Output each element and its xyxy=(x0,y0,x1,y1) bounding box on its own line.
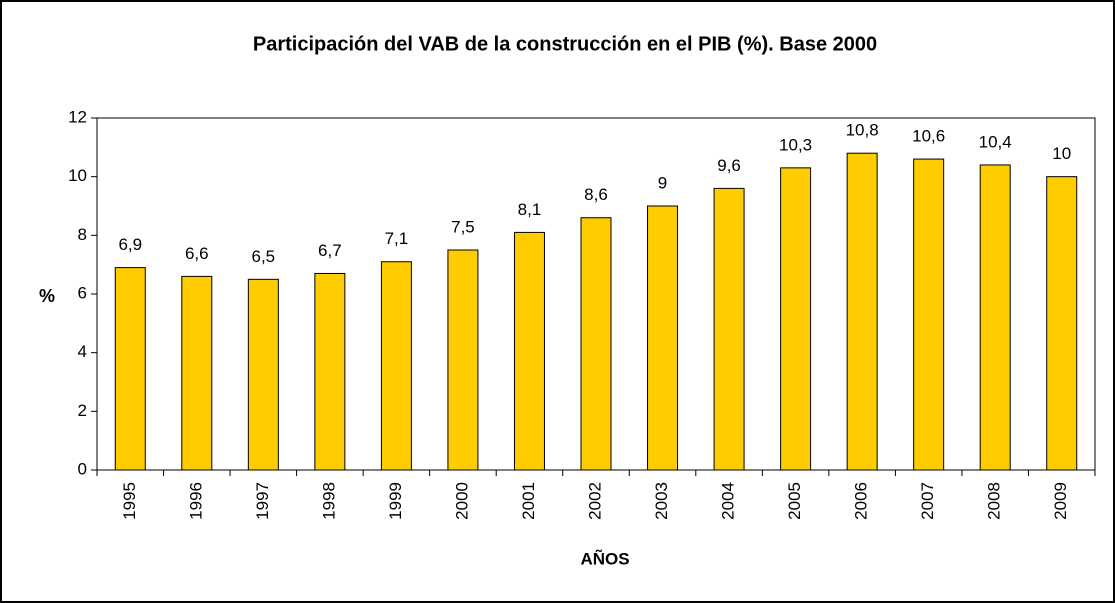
value-label: 9,6 xyxy=(717,156,741,175)
bar xyxy=(846,152,878,471)
bar xyxy=(580,217,612,471)
y-tick-label: 10 xyxy=(68,166,87,185)
value-label: 6,6 xyxy=(185,244,209,263)
x-axis-label: AÑOS xyxy=(580,548,629,568)
value-label: 6,5 xyxy=(252,247,276,266)
value-label: 8,1 xyxy=(518,200,542,219)
bar xyxy=(181,275,213,471)
value-label: 10,4 xyxy=(979,132,1012,151)
y-tick-label: 0 xyxy=(78,459,87,478)
x-tick-label: 1997 xyxy=(253,482,272,520)
bar xyxy=(380,261,412,471)
bar xyxy=(513,231,545,471)
bar xyxy=(1046,176,1078,471)
value-label: 7,5 xyxy=(451,217,475,236)
value-label: 10,3 xyxy=(779,135,812,154)
value-label: 10 xyxy=(1052,144,1071,163)
bar xyxy=(913,158,945,471)
bar xyxy=(780,167,812,471)
bar xyxy=(447,249,479,471)
value-label: 9 xyxy=(658,173,667,192)
x-tick-label: 2000 xyxy=(452,482,471,520)
x-tick-label: 1996 xyxy=(186,482,205,520)
y-tick-label: 2 xyxy=(78,401,87,420)
bar xyxy=(247,278,279,471)
x-tick-label: 1999 xyxy=(386,482,405,520)
x-tick-label: 2002 xyxy=(585,482,604,520)
x-tick-label: 2005 xyxy=(785,482,804,520)
y-tick-label: 4 xyxy=(78,342,87,361)
y-tick-label: 8 xyxy=(78,225,87,244)
x-tick-label: 1998 xyxy=(319,482,338,520)
x-tick-label: 2009 xyxy=(1051,482,1070,520)
bar xyxy=(713,187,745,471)
value-label: 10,8 xyxy=(846,121,879,140)
x-tick-label: 2008 xyxy=(985,482,1004,520)
bar xyxy=(314,272,346,471)
x-tick-label: 2003 xyxy=(652,482,671,520)
value-label: 7,1 xyxy=(385,229,409,248)
x-tick-label: 2006 xyxy=(852,482,871,520)
x-tick-label: 1995 xyxy=(120,482,139,520)
value-label: 6,9 xyxy=(118,235,142,254)
y-tick-label: 12 xyxy=(68,107,87,126)
bar xyxy=(647,205,679,471)
value-label: 6,7 xyxy=(318,241,342,260)
bar xyxy=(114,267,146,471)
value-label: 8,6 xyxy=(584,185,608,204)
y-axis-label: % xyxy=(39,286,55,306)
y-tick-label: 6 xyxy=(78,283,87,302)
x-tick-label: 2007 xyxy=(918,482,937,520)
value-label: 10,6 xyxy=(912,127,945,146)
x-tick-label: 2004 xyxy=(719,482,738,520)
chart-title: Participación del VAB de la construcción… xyxy=(253,33,877,55)
x-tick-label: 2001 xyxy=(519,482,538,520)
bar xyxy=(979,164,1011,471)
